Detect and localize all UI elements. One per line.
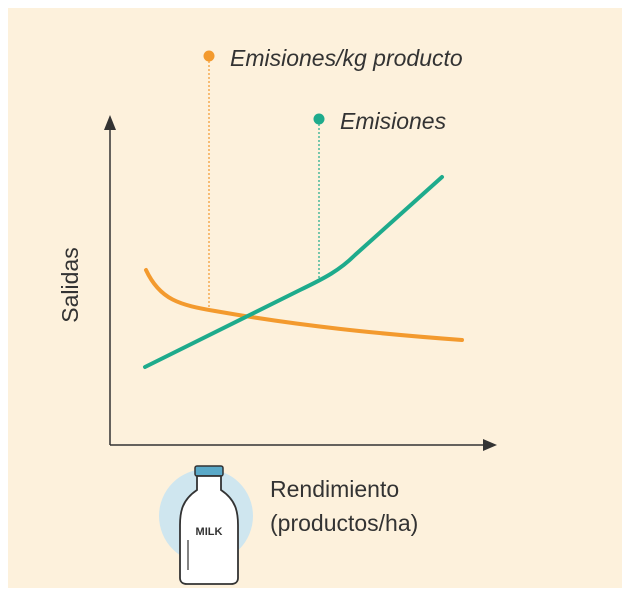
- emissions-curve: [143, 175, 444, 369]
- callout-dot: [313, 113, 325, 125]
- x-axis-title: (productos/ha): [270, 510, 418, 536]
- label: Emisiones/kg producto: [230, 45, 463, 71]
- x-arrow: [483, 439, 497, 451]
- label: Emisiones: [340, 108, 447, 134]
- y-axis-title: Salidas: [57, 247, 83, 322]
- y-arrow: [104, 115, 116, 130]
- x-axis-title: Rendimiento: [270, 476, 399, 502]
- bottle-label: MILK: [196, 526, 223, 538]
- callout-dot: [203, 50, 215, 62]
- bottle: [179, 475, 239, 585]
- bottle-cap: [194, 465, 224, 477]
